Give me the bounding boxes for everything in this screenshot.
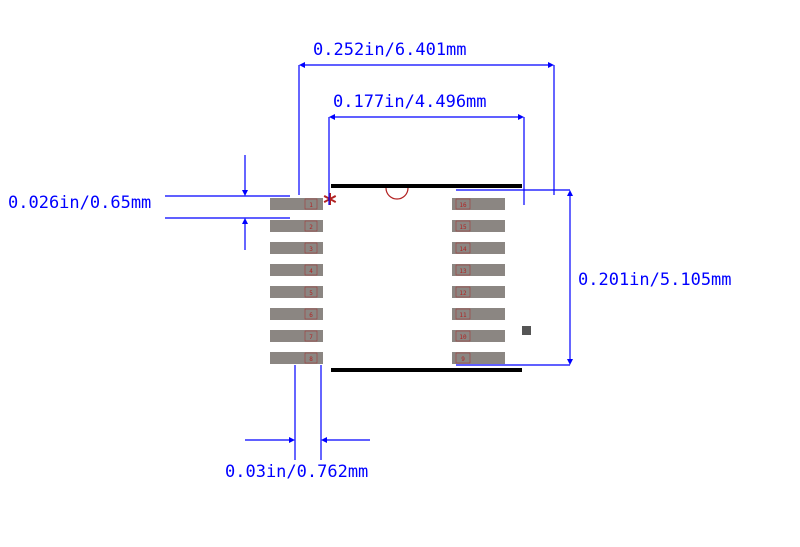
svg-text:2: 2 (309, 224, 313, 231)
svg-text:*: * (322, 189, 338, 219)
svg-text:4: 4 (309, 268, 313, 275)
svg-text:6: 6 (309, 312, 313, 319)
svg-text:13: 13 (459, 268, 467, 275)
svg-text:14: 14 (459, 246, 467, 253)
svg-text:1: 1 (309, 202, 313, 209)
svg-text:0.252in/6.401mm: 0.252in/6.401mm (313, 40, 467, 60)
svg-text:16: 16 (459, 202, 467, 209)
svg-text:12: 12 (459, 290, 467, 297)
svg-text:9: 9 (461, 356, 465, 363)
svg-text:0.201in/5.105mm: 0.201in/5.105mm (578, 270, 732, 290)
svg-text:0.177in/4.496mm: 0.177in/4.496mm (333, 92, 487, 112)
svg-text:0.03in/0.762mm: 0.03in/0.762mm (225, 462, 368, 482)
svg-text:10: 10 (459, 334, 467, 341)
svg-text:15: 15 (459, 224, 467, 231)
svg-text:7: 7 (309, 334, 313, 341)
svg-text:3: 3 (309, 246, 313, 253)
footprint-diagram: 1 16 2 15 3 14 4 13 5 12 6 11 7 10 8 9 * 0.252in/6.401mm 0… (0, 0, 800, 547)
svg-text:8: 8 (309, 356, 313, 363)
svg-text:5: 5 (309, 290, 313, 297)
svg-text:11: 11 (459, 312, 467, 319)
svg-text:0.026in/0.65mm: 0.026in/0.65mm (8, 193, 151, 213)
